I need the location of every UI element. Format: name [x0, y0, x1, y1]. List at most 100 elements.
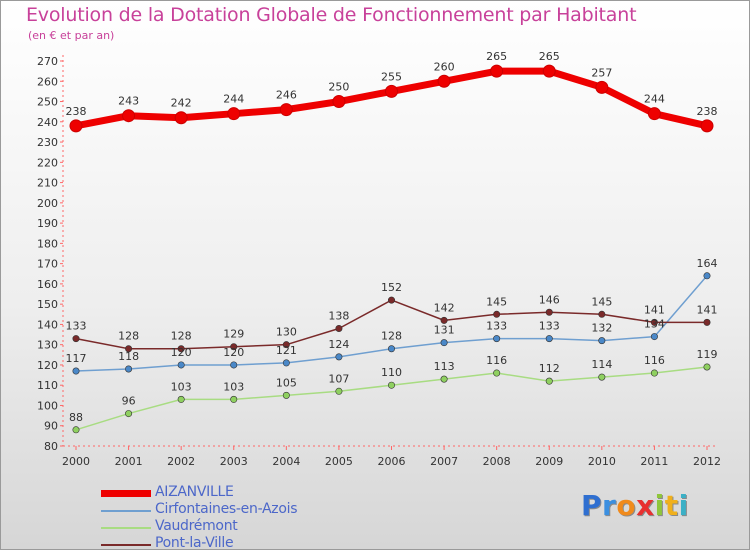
data-label-pont-la-ville: 128 [118, 330, 139, 343]
data-point-aizanville [542, 64, 556, 78]
data-label-aizanville: 246 [276, 89, 297, 102]
y-tick-label: 140 [37, 318, 58, 331]
data-point-cirfontaines-en-azois [335, 353, 343, 361]
data-label-aizanville: 244 [223, 93, 244, 106]
data-point-pont-la-ville [650, 318, 658, 326]
data-point-cirfontaines-en-azois [387, 345, 395, 353]
data-label-vaudremont: 113 [434, 360, 455, 373]
data-point-aizanville [490, 64, 504, 78]
data-label-pont-la-ville: 142 [434, 301, 455, 314]
data-label-pont-la-ville: 138 [328, 309, 349, 322]
data-point-pont-la-ville [335, 324, 343, 332]
data-label-cirfontaines-en-azois: 131 [434, 324, 455, 337]
data-point-cirfontaines-en-azois [282, 359, 290, 367]
data-label-vaudremont: 103 [223, 380, 244, 393]
data-point-vaudremont [493, 369, 501, 377]
data-label-vaudremont: 116 [644, 354, 665, 367]
chart-subtitle: (en € et par an) [28, 29, 115, 42]
logo-letter: i [678, 489, 689, 522]
data-label-vaudremont: 88 [69, 411, 83, 424]
y-tick-label: 80 [44, 440, 58, 453]
data-label-aizanville: 238 [66, 105, 87, 118]
data-label-cirfontaines-en-azois: 133 [539, 320, 560, 333]
y-tick-label: 190 [37, 217, 58, 230]
data-point-cirfontaines-en-azois [72, 367, 80, 375]
data-point-vaudremont [440, 375, 448, 383]
x-tick-label: 2002 [167, 455, 195, 468]
data-label-cirfontaines-en-azois: 121 [276, 344, 297, 357]
data-point-vaudremont [282, 391, 290, 399]
data-label-pont-la-ville: 145 [486, 295, 507, 308]
data-label-cirfontaines-en-azois: 124 [328, 338, 349, 351]
data-point-cirfontaines-en-azois [230, 361, 238, 369]
legend-label-aizanville: AIZANVILLE [155, 484, 234, 500]
y-tick-label: 150 [37, 298, 58, 311]
data-point-vaudremont [72, 426, 80, 434]
data-point-cirfontaines-en-azois [545, 335, 553, 343]
data-point-cirfontaines-en-azois [177, 361, 185, 369]
data-point-pont-la-ville [125, 345, 133, 353]
logo-letter: i [654, 489, 665, 522]
data-point-pont-la-ville [703, 318, 711, 326]
data-label-aizanville: 242 [171, 97, 192, 110]
data-label-aizanville: 265 [539, 50, 560, 63]
y-tick-label: 180 [37, 237, 58, 250]
data-label-pont-la-ville: 141 [644, 303, 665, 316]
data-labels: 117 118 120 120 121 124 128 131 133 133 132 134 164 8… [66, 50, 718, 424]
logo-letter: o [616, 489, 637, 522]
data-point-aizanville [595, 80, 609, 94]
data-label-aizanville: 257 [591, 66, 612, 79]
legend-swatch-aizanville [101, 490, 151, 497]
data-label-vaudremont: 107 [328, 372, 349, 385]
data-label-cirfontaines-en-azois: 128 [381, 330, 402, 343]
y-tick-label: 250 [37, 96, 58, 109]
data-point-pont-la-ville [72, 335, 80, 343]
data-label-vaudremont: 119 [697, 348, 718, 361]
data-point-cirfontaines-en-azois [598, 337, 606, 345]
data-point-aizanville [700, 119, 714, 133]
data-label-cirfontaines-en-azois: 120 [223, 346, 244, 359]
series-markers [69, 64, 714, 434]
data-point-vaudremont [545, 377, 553, 385]
data-point-aizanville [279, 103, 293, 117]
data-point-vaudremont [703, 363, 711, 371]
data-point-pont-la-ville [282, 341, 290, 349]
data-point-pont-la-ville [545, 308, 553, 316]
legend-swatch-vaudremont [101, 527, 151, 529]
data-point-aizanville [647, 107, 661, 121]
data-label-vaudremont: 114 [591, 358, 612, 371]
data-point-aizanville [174, 111, 188, 125]
x-tick-label: 2007 [430, 455, 458, 468]
data-point-cirfontaines-en-azois [440, 339, 448, 347]
x-tick-label: 2010 [588, 455, 616, 468]
data-point-pont-la-ville [177, 345, 185, 353]
data-label-pont-la-ville: 146 [539, 293, 560, 306]
data-label-vaudremont: 112 [539, 362, 560, 375]
x-tick-label: 2004 [272, 455, 300, 468]
data-point-vaudremont [125, 410, 133, 418]
y-tick-label: 90 [44, 420, 58, 433]
data-label-aizanville: 243 [118, 95, 139, 108]
data-point-cirfontaines-en-azois [493, 335, 501, 343]
data-label-cirfontaines-en-azois: 133 [486, 320, 507, 333]
data-label-aizanville: 250 [328, 81, 349, 94]
y-tick-label: 230 [37, 136, 58, 149]
data-point-pont-la-ville [230, 343, 238, 351]
data-label-cirfontaines-en-azois: 132 [591, 322, 612, 335]
x-tick-label: 2001 [115, 455, 143, 468]
logo-letter: x [636, 489, 655, 522]
legend-swatch-cirfontaines [101, 510, 151, 512]
y-tick-label: 160 [37, 278, 58, 291]
data-point-vaudremont [335, 387, 343, 395]
data-label-pont-la-ville: 133 [66, 320, 87, 333]
data-label-pont-la-ville: 129 [223, 328, 244, 341]
x-tick-label: 2008 [483, 455, 511, 468]
data-point-aizanville [332, 95, 346, 109]
y-tick-label: 170 [37, 258, 58, 271]
data-label-pont-la-ville: 130 [276, 326, 297, 339]
data-point-aizanville [437, 74, 451, 88]
x-tick-label: 2009 [535, 455, 563, 468]
data-point-vaudremont [598, 373, 606, 381]
